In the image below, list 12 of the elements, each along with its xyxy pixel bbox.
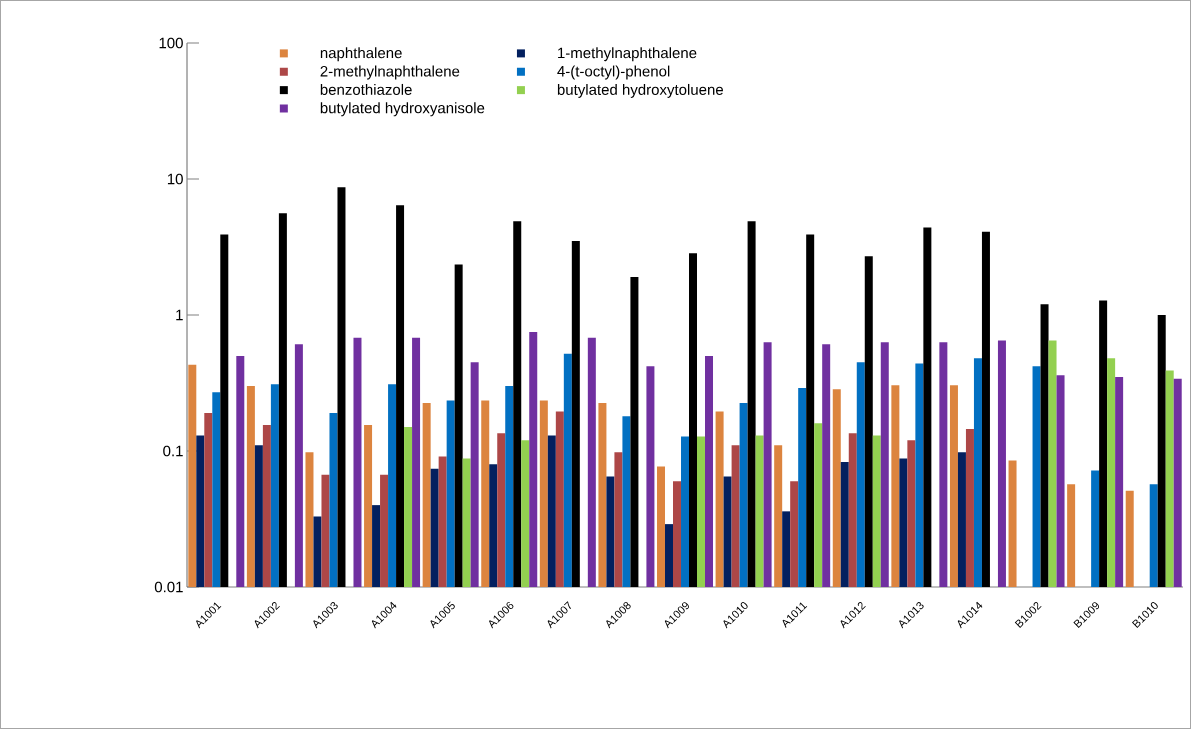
legend-label: benzothiazole [320,83,412,95]
legend-label: 2-methylnaphthalene [320,65,460,80]
legend-label: butylated hydroxyanisole [320,102,485,117]
legend-label: 4-(t-octyl)-phenol [557,65,670,80]
legend-label: butylated hydroxytoluene [557,83,724,98]
legend-label: naphthalene [320,47,402,62]
y-tick-label: 100 [159,37,183,49]
y-tick-label: 10 [167,173,183,185]
legend-label: 1-methylnaphthalene [558,47,697,62]
y-tick-label: 0.1 [163,445,183,457]
y-tick-label: 0.01 [154,581,183,593]
y-tick-label: 1 [176,309,183,321]
